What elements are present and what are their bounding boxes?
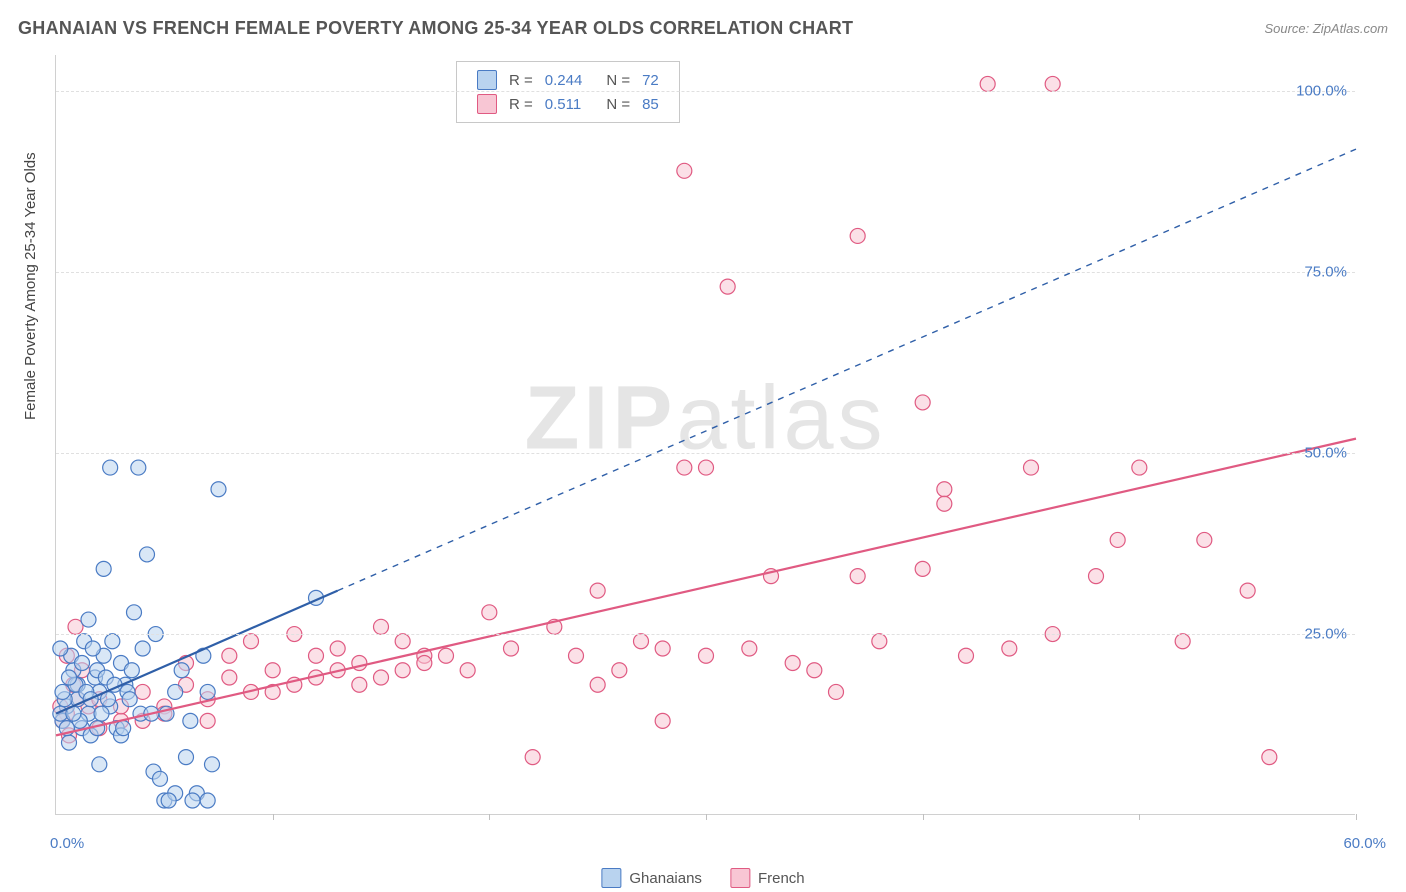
source-label: Source: ZipAtlas.com (1264, 21, 1388, 36)
swatch-ghanaians (477, 70, 497, 90)
legend-label-ghanaians: Ghanaians (629, 870, 702, 887)
y-tick-label: 50.0% (1304, 445, 1347, 462)
n-value-ghanaians: 72 (636, 68, 665, 92)
r-value-ghanaians: 0.244 (539, 68, 589, 92)
x-origin-label: 0.0% (50, 835, 84, 852)
legend-label-french: French (758, 870, 805, 887)
chart-title: GHANAIAN VS FRENCH FEMALE POVERTY AMONG … (18, 18, 853, 39)
legend-row-french: R = 0.511 N = 85 (471, 92, 665, 116)
n-label: N = (600, 92, 636, 116)
r-label: R = (503, 68, 539, 92)
r-value-french: 0.511 (539, 92, 589, 116)
legend-row-ghanaians: R = 0.244 N = 72 (471, 68, 665, 92)
legend-item-ghanaians: Ghanaians (601, 868, 702, 888)
n-value-french: 85 (636, 92, 665, 116)
n-label: N = (600, 68, 636, 92)
x-max-label: 60.0% (1343, 835, 1386, 852)
bottom-legend: Ghanaians French (601, 868, 804, 888)
y-tick-label: 75.0% (1304, 264, 1347, 281)
y-axis-title: Female Poverty Among 25-34 Year Olds (22, 152, 39, 420)
y-tick-label: 25.0% (1304, 626, 1347, 643)
swatch-ghanaians (601, 868, 621, 888)
y-tick-label: 100.0% (1296, 83, 1347, 100)
swatch-french (730, 868, 750, 888)
legend-item-french: French (730, 868, 805, 888)
chart-area: ZIPatlas R = 0.244 N = 72 R = 0.511 N = … (55, 55, 1355, 815)
scatter-plot-svg (56, 55, 1355, 814)
swatch-french (477, 94, 497, 114)
r-label: R = (503, 92, 539, 116)
